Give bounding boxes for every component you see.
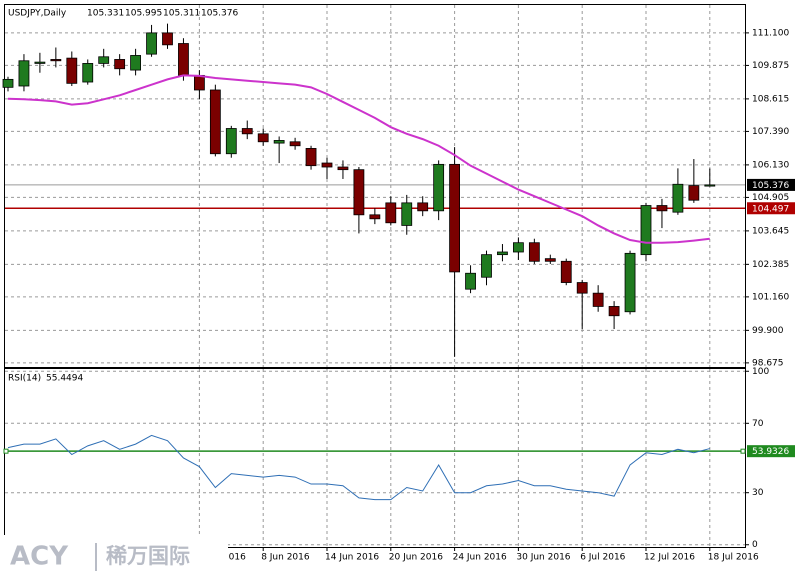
candle-body	[257, 133, 269, 143]
rsi-line	[7, 434, 710, 501]
rsi-title: RSI(14)	[8, 374, 41, 384]
candle-body	[178, 43, 189, 76]
candle-body	[66, 57, 78, 84]
candle-body	[592, 292, 604, 307]
y-tick-label: 107.390	[752, 127, 789, 137]
candle-body	[353, 169, 365, 216]
x-tick-label: 30 Jun 2016	[516, 553, 570, 563]
y-tick-label: 109.875	[752, 61, 789, 71]
candle-body	[656, 205, 668, 212]
x-tick-label: 14 Jun 2016	[325, 553, 379, 563]
candle-body	[497, 251, 508, 256]
price-tag	[747, 202, 795, 215]
chart-title: USDJPY,Daily	[8, 9, 67, 19]
price-pane	[4, 4, 746, 368]
candle-body	[114, 59, 126, 70]
candle-body	[481, 254, 492, 278]
candle-body	[225, 128, 237, 155]
candle-body	[289, 141, 301, 147]
price-tag-label: 53.9326	[752, 447, 789, 457]
header-value: 105.331	[87, 9, 124, 19]
level-handle	[740, 448, 746, 454]
candle-body	[209, 89, 221, 155]
y-tick-label: 103.645	[752, 226, 789, 236]
x-tick-label: 20 Jun 2016	[389, 553, 443, 563]
candle-body	[241, 128, 253, 135]
rsi-value: 55.4494	[46, 374, 83, 384]
candle-body	[98, 56, 110, 64]
y-tick-label: 30	[752, 488, 764, 498]
candle-body	[401, 202, 413, 226]
candle-body	[528, 242, 540, 262]
candle-body	[513, 242, 524, 253]
candle-body	[640, 205, 652, 256]
candle-body	[193, 74, 205, 91]
header-value: 105.376	[201, 9, 238, 19]
price-tag	[747, 178, 795, 191]
header-value: 105.311	[163, 9, 200, 19]
candle-body	[273, 140, 285, 144]
candle-body	[50, 59, 62, 62]
y-tick-label: 108.615	[752, 94, 789, 104]
x-tick-label: 6 Jul 2016	[580, 553, 625, 563]
candle-body	[560, 260, 572, 283]
candle-body	[688, 185, 700, 201]
y-tick-label: 98.675	[752, 358, 784, 368]
x-tick-label: 12 Jul 2016	[644, 553, 695, 563]
y-tick-label: 106.130	[752, 160, 789, 170]
y-tick-label: 104.905	[752, 193, 789, 203]
candle-body	[162, 32, 173, 46]
candle-body	[321, 162, 333, 168]
candle-body	[449, 163, 461, 273]
candle-body	[624, 252, 636, 313]
y-tick-label: 111.100	[752, 28, 789, 38]
candle-body	[82, 63, 94, 83]
y-tick-label: 70	[752, 419, 764, 429]
candle-body	[130, 55, 142, 71]
x-tick-label: 8 Jun 2016	[261, 553, 310, 563]
price-tag-label: 104.497	[752, 204, 789, 214]
candle-body	[465, 272, 476, 290]
moving-average	[7, 74, 710, 244]
price-tag	[747, 445, 795, 458]
rsi-pane	[4, 368, 746, 548]
level-handle	[3, 448, 9, 454]
x-tick-label: 18 Jul 2016	[708, 553, 759, 563]
y-tick-label: 101.160	[752, 292, 789, 302]
candle-body	[337, 166, 349, 171]
candle-body	[417, 202, 429, 212]
candle-body	[704, 184, 716, 187]
watermark-brand: ACY	[10, 542, 69, 572]
candle-body	[305, 148, 317, 167]
candle-body	[34, 61, 46, 64]
y-tick-label: 100	[752, 367, 769, 377]
watermark-name: 稀万国际	[106, 544, 190, 568]
candle-body	[385, 202, 397, 224]
x-tick-label: 24 Jun 2016	[453, 553, 507, 563]
candle-body	[672, 183, 684, 213]
y-tick-label: 102.385	[752, 260, 789, 270]
candle-body	[369, 214, 381, 220]
header-value: 105.995	[125, 9, 162, 19]
candle-body	[608, 306, 620, 317]
y-tick-label: 99.900	[752, 326, 784, 336]
candle-body	[576, 282, 588, 294]
price-tag-label: 105.376	[752, 181, 789, 191]
candle-body	[146, 32, 157, 55]
candle-body	[544, 258, 556, 262]
watermark-bg	[0, 535, 228, 578]
candle-body	[2, 78, 14, 88]
candle-body	[18, 60, 30, 87]
candle-body	[433, 163, 445, 212]
y-tick-label: 0	[752, 540, 758, 550]
